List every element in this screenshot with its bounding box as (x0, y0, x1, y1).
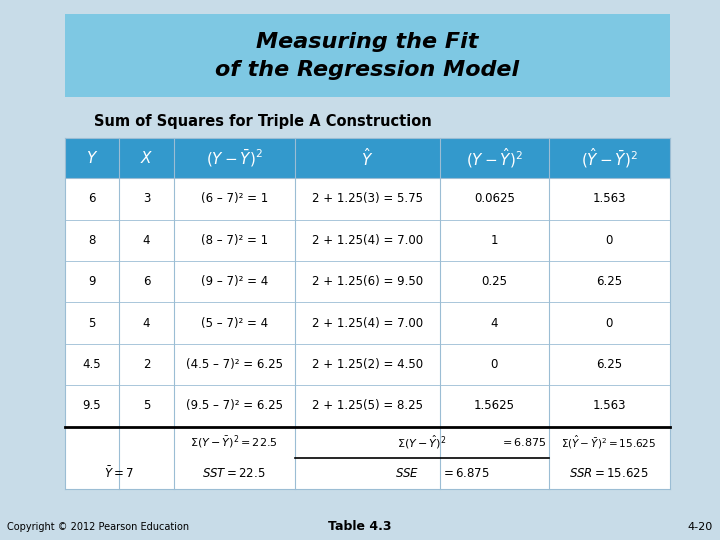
Text: (4.5 – 7)² = 6.25: (4.5 – 7)² = 6.25 (186, 358, 283, 371)
Text: (8 – 7)² = 1: (8 – 7)² = 1 (201, 234, 268, 247)
Text: $(\hat{Y} - \bar{Y})^2$: $(\hat{Y} - \bar{Y})^2$ (580, 146, 638, 170)
Text: 9.5: 9.5 (83, 400, 102, 413)
Text: 1.563: 1.563 (593, 400, 626, 413)
Text: $\Sigma(\hat{Y} - \bar{Y})^2 = 15.625$: $\Sigma(\hat{Y} - \bar{Y})^2 = 15.625$ (562, 434, 657, 451)
Text: 0.25: 0.25 (481, 275, 507, 288)
Text: Table 4.3: Table 4.3 (328, 520, 392, 533)
Text: 6: 6 (89, 192, 96, 205)
Text: 2 + 1.25(4) = 7.00: 2 + 1.25(4) = 7.00 (312, 234, 423, 247)
Text: 6.25: 6.25 (596, 275, 622, 288)
Text: $SSR = 15.625$: $SSR = 15.625$ (570, 467, 649, 480)
Text: $\Sigma(Y - \bar{Y})^2 = 22.5$: $\Sigma(Y - \bar{Y})^2 = 22.5$ (190, 434, 278, 451)
Text: $\Sigma(Y - \hat{Y})^2$: $\Sigma(Y - \hat{Y})^2$ (397, 434, 446, 451)
FancyBboxPatch shape (65, 138, 670, 178)
Text: Measuring the Fit: Measuring the Fit (256, 32, 478, 52)
Text: 0: 0 (606, 234, 613, 247)
Text: 4: 4 (143, 316, 150, 329)
Text: 1: 1 (490, 234, 498, 247)
Text: 0.0625: 0.0625 (474, 192, 515, 205)
Text: $Y$: $Y$ (86, 150, 98, 166)
Text: 9: 9 (89, 275, 96, 288)
Text: 1.5625: 1.5625 (474, 400, 515, 413)
Text: 2 + 1.25(4) = 7.00: 2 + 1.25(4) = 7.00 (312, 316, 423, 329)
Text: 2 + 1.25(5) = 8.25: 2 + 1.25(5) = 8.25 (312, 400, 423, 413)
Text: of the Regression Model: of the Regression Model (215, 60, 519, 80)
Text: 1.563: 1.563 (593, 192, 626, 205)
Text: (9.5 – 7)² = 6.25: (9.5 – 7)² = 6.25 (186, 400, 283, 413)
Text: $X$: $X$ (140, 150, 153, 166)
Text: (6 – 7)² = 1: (6 – 7)² = 1 (200, 192, 268, 205)
Text: 2: 2 (143, 358, 150, 371)
Text: 4: 4 (143, 234, 150, 247)
Text: 0: 0 (490, 358, 498, 371)
Text: $SSE$: $SSE$ (395, 467, 419, 480)
Text: $SST = 22.5$: $SST = 22.5$ (202, 467, 266, 480)
Text: $\bar{Y} = 7$: $\bar{Y} = 7$ (104, 465, 135, 481)
Text: 2 + 1.25(2) = 4.50: 2 + 1.25(2) = 4.50 (312, 358, 423, 371)
Text: 4.5: 4.5 (83, 358, 102, 371)
Text: 5: 5 (89, 316, 96, 329)
Text: 8: 8 (89, 234, 96, 247)
FancyBboxPatch shape (65, 178, 670, 489)
Text: $= 6.875$: $= 6.875$ (441, 467, 489, 480)
Text: $\hat{Y}$: $\hat{Y}$ (361, 147, 374, 169)
Text: 0: 0 (606, 316, 613, 329)
FancyBboxPatch shape (65, 14, 670, 97)
Text: 4-20: 4-20 (688, 522, 713, 531)
Text: 4: 4 (490, 316, 498, 329)
Text: (9 – 7)² = 4: (9 – 7)² = 4 (200, 275, 268, 288)
Text: 5: 5 (143, 400, 150, 413)
Text: 6: 6 (143, 275, 150, 288)
Text: $(Y - \hat{Y})^2$: $(Y - \hat{Y})^2$ (466, 146, 523, 170)
Text: 6.25: 6.25 (596, 358, 622, 371)
Text: 2 + 1.25(3) = 5.75: 2 + 1.25(3) = 5.75 (312, 192, 423, 205)
Text: 2 + 1.25(6) = 9.50: 2 + 1.25(6) = 9.50 (312, 275, 423, 288)
Text: $(Y - \bar{Y})^2$: $(Y - \bar{Y})^2$ (206, 147, 263, 168)
Text: Copyright © 2012 Pearson Education: Copyright © 2012 Pearson Education (7, 522, 189, 531)
Text: $= 6.875$: $= 6.875$ (500, 436, 546, 448)
Text: (5 – 7)² = 4: (5 – 7)² = 4 (201, 316, 268, 329)
Text: Sum of Squares for Triple A Construction: Sum of Squares for Triple A Construction (94, 114, 431, 129)
Text: 3: 3 (143, 192, 150, 205)
